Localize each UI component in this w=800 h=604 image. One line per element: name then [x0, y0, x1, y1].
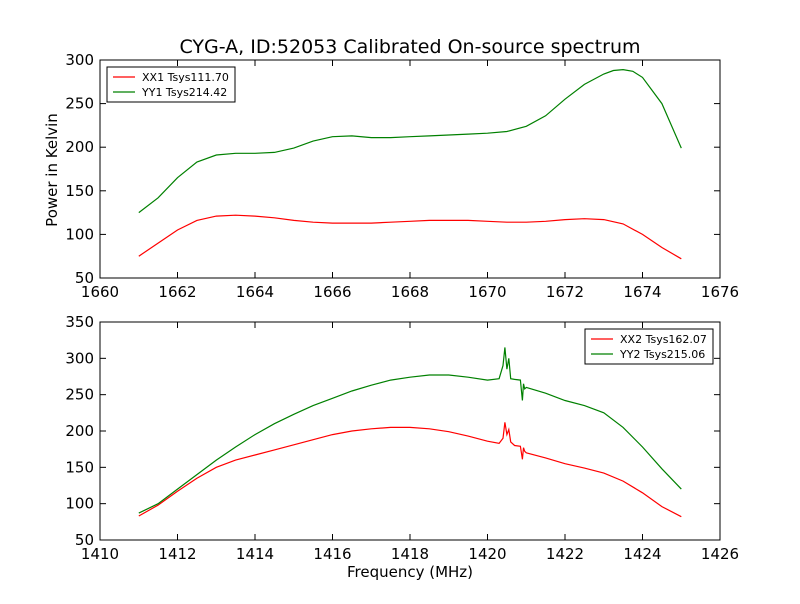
top-x-tick-label: 1672: [546, 283, 584, 301]
top-y-tick-label: 150: [65, 182, 94, 200]
bottom-legend: XX2 Tsys162.07 YY2 Tsys215.06: [584, 328, 714, 365]
top-x-tick-label: 1670: [468, 283, 506, 301]
top-y-tick-label: 300: [65, 51, 94, 69]
bottom-x-tick-label: 1418: [391, 545, 429, 563]
bottom-y-tick-label: 150: [65, 458, 94, 476]
bottom-y-tick-label: 50: [75, 531, 94, 549]
bottom-y-tick-label: 350: [65, 313, 94, 331]
bottom-y-tick-label: 250: [65, 386, 94, 404]
bottom-legend-box: [584, 328, 714, 365]
top-x-tick-label: 1662: [158, 283, 196, 301]
top-y-tick-label: 200: [65, 138, 94, 156]
top-x-tick-label: 1666: [313, 283, 351, 301]
bottom-legend-label: YY2 Tsys215.06: [619, 348, 705, 361]
top-y-tick-label: 50: [75, 269, 94, 287]
top-legend-label: XX1 Tsys111.70: [142, 71, 229, 84]
bottom-series-line-xx: [138, 422, 682, 518]
bottom-y-tick-label: 200: [65, 422, 94, 440]
top-series-line-yy: [138, 68, 682, 214]
top-x-tick-label: 1660: [81, 283, 119, 301]
top-y-tick-label: 100: [65, 225, 94, 243]
bottom-x-tick-label: 1422: [546, 545, 584, 563]
top-x-tick-label: 1676: [701, 283, 739, 301]
bottom-y-tick-label: 300: [65, 349, 94, 367]
top-legend-box: [106, 66, 236, 103]
bottom-x-tick-label: 1426: [701, 545, 739, 563]
x-axis-label: Frequency (MHz): [347, 563, 473, 581]
bottom-y-tick-label: 100: [65, 495, 94, 513]
top-x-tick-label: 1664: [236, 283, 274, 301]
top-panel: 1660 1662 1664 1666 1668 1670 1672 1674 1676 50 10…: [65, 51, 739, 301]
bottom-series-line-yy: [138, 347, 682, 514]
top-legend: XX1 Tsys111.70 YY1 Tsys214.42: [106, 66, 236, 103]
bottom-x-tick-label: 1416: [313, 545, 351, 563]
top-y-tick-label: 250: [65, 95, 94, 113]
bottom-panel: 1410 1412 1414 1416 1418 1420 1422 1424 1426 50 10…: [65, 313, 739, 563]
bottom-legend-label: XX2 Tsys162.07: [620, 333, 707, 346]
top-legend-label: YY1 Tsys214.42: [141, 86, 227, 99]
chart-title: CYG-A, ID:52053 Calibrated On-source spe…: [179, 36, 640, 58]
top-x-tick-label: 1668: [391, 283, 429, 301]
bottom-x-tick-label: 1420: [468, 545, 506, 563]
top-series-line-xx: [138, 214, 682, 260]
y-axis-label: Power in Kelvin: [43, 113, 61, 227]
bottom-x-tick-label: 1410: [81, 545, 119, 563]
top-x-tick-label: 1674: [623, 283, 661, 301]
bottom-x-tick-label: 1414: [236, 545, 274, 563]
bottom-x-tick-label: 1424: [623, 545, 661, 563]
bottom-x-tick-label: 1412: [158, 545, 196, 563]
